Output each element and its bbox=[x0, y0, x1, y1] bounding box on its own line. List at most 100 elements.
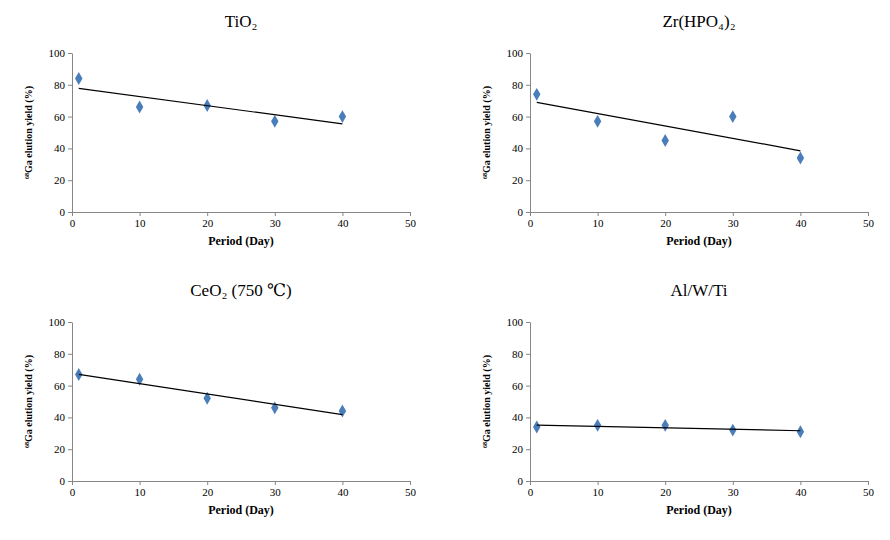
axis-line bbox=[73, 212, 411, 213]
plot-area bbox=[75, 72, 346, 128]
tick-label: 0 bbox=[70, 486, 76, 498]
tick-label: 10 bbox=[135, 217, 147, 229]
tick-label: 50 bbox=[405, 486, 417, 498]
tick-mark bbox=[207, 481, 208, 485]
tick-mark bbox=[68, 148, 72, 149]
y-tick: 100 bbox=[49, 316, 73, 328]
tick-label: 100 bbox=[49, 47, 66, 59]
panel: 02040608010001020304050TiO₂Period (Day)⁶… bbox=[23, 12, 417, 248]
tick-mark bbox=[68, 449, 72, 450]
x-tick: 50 bbox=[405, 212, 417, 229]
data-point bbox=[661, 419, 668, 432]
x-tick: 40 bbox=[337, 481, 349, 498]
chart-title: Al/W/Ti bbox=[670, 281, 727, 300]
x-tick: 30 bbox=[270, 212, 282, 229]
tick-mark bbox=[68, 386, 72, 387]
tick-label: 60 bbox=[512, 380, 524, 392]
x-tick: 20 bbox=[202, 481, 214, 498]
y-tick: 80 bbox=[512, 79, 530, 91]
tick-label: 40 bbox=[795, 486, 807, 498]
y-axis-title: ⁶⁸Ga elution yield (%) bbox=[23, 355, 35, 448]
tick-mark bbox=[140, 212, 141, 216]
tick-label: 0 bbox=[518, 206, 524, 218]
x-axis: 01020304050 bbox=[70, 481, 417, 498]
plot-area bbox=[75, 368, 346, 417]
trend-line bbox=[537, 102, 801, 150]
y-tick: 80 bbox=[54, 348, 72, 360]
tick-mark bbox=[526, 148, 530, 149]
tick-label: 0 bbox=[60, 206, 66, 218]
y-tick: 20 bbox=[512, 443, 530, 455]
y-tick: 20 bbox=[54, 443, 72, 455]
y-tick: 60 bbox=[512, 380, 530, 392]
tick-mark bbox=[598, 212, 599, 216]
x-axis: 01020304050 bbox=[528, 481, 875, 498]
x-tick: 10 bbox=[593, 481, 605, 498]
tick-label: 40 bbox=[512, 411, 524, 423]
x-tick: 50 bbox=[863, 481, 875, 498]
panel: 02040608010001020304050Al/W/TiPeriod (Da… bbox=[481, 281, 875, 517]
tick-label: 20 bbox=[202, 217, 214, 229]
data-point bbox=[339, 405, 346, 418]
tick-label: 30 bbox=[728, 217, 740, 229]
x-axis: 01020304050 bbox=[528, 212, 875, 229]
tick-mark bbox=[275, 212, 276, 216]
tick-mark bbox=[68, 481, 72, 482]
x-tick: 10 bbox=[135, 212, 147, 229]
data-point bbox=[797, 425, 804, 438]
tick-label: 100 bbox=[507, 47, 524, 59]
panel: 02040608010001020304050CeO₂ (750 ℃)Perio… bbox=[23, 281, 417, 517]
tick-mark bbox=[410, 212, 411, 216]
tick-mark bbox=[800, 481, 801, 485]
tick-mark bbox=[733, 212, 734, 216]
y-tick: 40 bbox=[54, 411, 72, 423]
x-axis-title: Period (Day) bbox=[208, 503, 274, 517]
axis-line bbox=[530, 54, 531, 213]
tick-mark bbox=[526, 180, 530, 181]
x-tick: 20 bbox=[202, 212, 214, 229]
y-tick: 40 bbox=[54, 142, 72, 154]
data-point bbox=[797, 151, 804, 164]
y-tick: 40 bbox=[512, 142, 530, 154]
tick-label: 80 bbox=[54, 79, 66, 91]
axis-line bbox=[530, 323, 531, 482]
tick-mark bbox=[526, 386, 530, 387]
tick-mark bbox=[68, 85, 72, 86]
y-axis-title: ⁶⁸Ga elution yield (%) bbox=[481, 355, 493, 448]
tick-mark bbox=[530, 481, 531, 485]
axis-line bbox=[531, 481, 869, 482]
tick-label: 80 bbox=[512, 79, 524, 91]
x-axis-title: Period (Day) bbox=[666, 234, 732, 248]
x-tick: 0 bbox=[70, 481, 76, 498]
y-tick: 60 bbox=[54, 380, 72, 392]
axis-line bbox=[72, 54, 73, 213]
tick-mark bbox=[526, 85, 530, 86]
tick-mark bbox=[140, 481, 141, 485]
data-point bbox=[271, 115, 278, 128]
tick-mark bbox=[68, 354, 72, 355]
figure: 02040608010001020304050TiO₂Period (Day)⁶… bbox=[0, 0, 890, 540]
x-tick: 30 bbox=[728, 212, 740, 229]
tick-label: 20 bbox=[660, 217, 672, 229]
tick-label: 50 bbox=[405, 217, 417, 229]
x-tick: 30 bbox=[728, 481, 740, 498]
x-tick: 20 bbox=[660, 212, 672, 229]
tick-mark bbox=[68, 417, 72, 418]
axis-line bbox=[73, 481, 411, 482]
y-axis-title: ⁶⁸Ga elution yield (%) bbox=[23, 86, 35, 179]
y-tick: 40 bbox=[512, 411, 530, 423]
y-tick: 20 bbox=[54, 174, 72, 186]
tick-mark bbox=[733, 481, 734, 485]
data-point bbox=[729, 110, 736, 123]
tick-label: 60 bbox=[54, 380, 66, 392]
tick-label: 100 bbox=[49, 316, 66, 328]
tick-mark bbox=[526, 354, 530, 355]
tick-mark bbox=[526, 117, 530, 118]
y-axis: 020406080100 bbox=[507, 47, 531, 218]
y-tick: 80 bbox=[512, 348, 530, 360]
x-tick: 40 bbox=[795, 481, 807, 498]
x-tick: 40 bbox=[795, 212, 807, 229]
tick-label: 60 bbox=[512, 111, 524, 123]
chart-title: TiO₂ bbox=[225, 12, 258, 31]
tick-label: 40 bbox=[54, 142, 66, 154]
